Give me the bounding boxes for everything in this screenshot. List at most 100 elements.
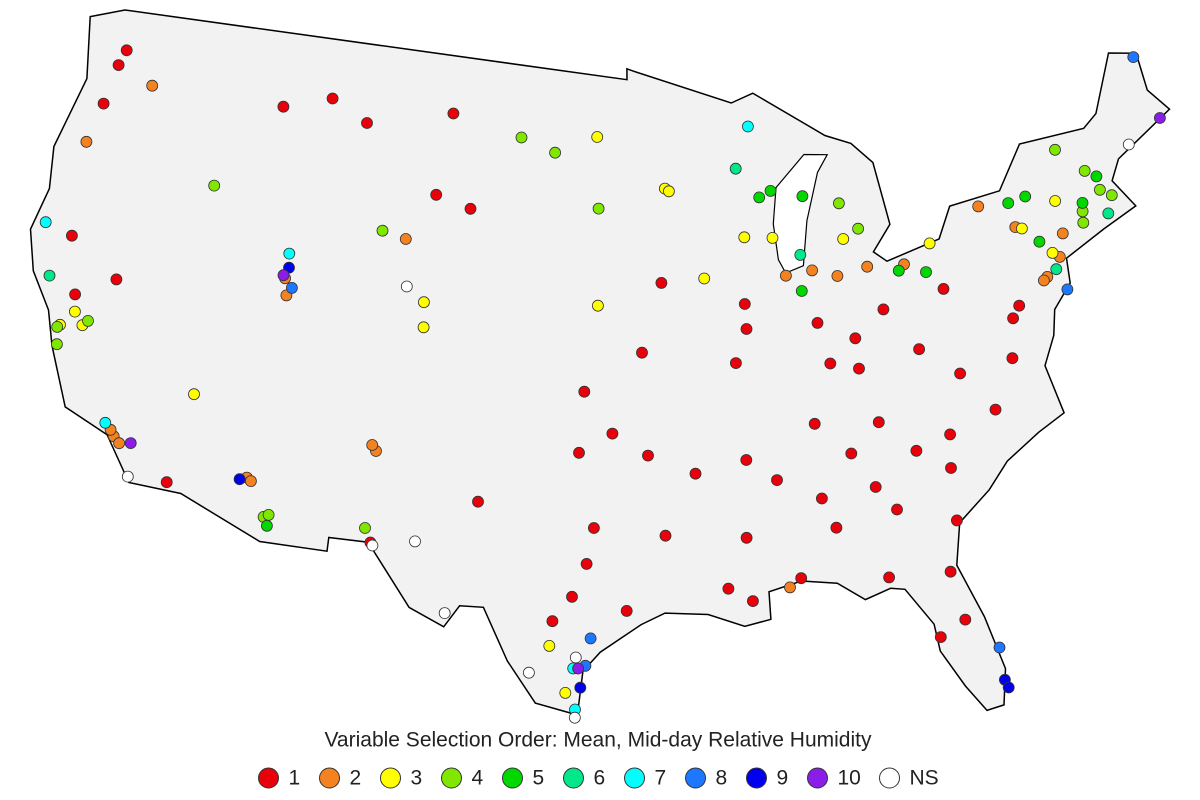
station — [1056, 227, 1069, 240]
legend-swatch — [380, 767, 401, 789]
station — [1002, 681, 1015, 694]
station — [923, 237, 936, 250]
station — [937, 282, 950, 295]
station — [944, 565, 957, 578]
station — [1002, 197, 1015, 210]
station — [438, 607, 451, 619]
station — [951, 514, 963, 527]
station — [549, 146, 561, 159]
station — [1019, 190, 1032, 203]
station — [417, 321, 430, 334]
station — [366, 539, 379, 552]
station — [51, 338, 63, 351]
legend-swatch — [258, 767, 279, 789]
legend-label: 1 — [289, 767, 301, 790]
legend-swatch — [563, 767, 584, 789]
station — [39, 216, 52, 229]
station — [989, 403, 1002, 416]
station — [1013, 299, 1026, 312]
station — [1102, 207, 1115, 220]
us-outline — [29, 9, 1171, 716]
station — [845, 447, 858, 460]
station — [430, 188, 443, 201]
station — [620, 605, 633, 617]
station — [146, 79, 159, 92]
station — [730, 357, 742, 370]
station — [945, 462, 957, 474]
station — [580, 558, 593, 570]
station — [591, 131, 604, 143]
station — [861, 260, 874, 273]
station — [806, 264, 818, 277]
legend-label: 6 — [594, 767, 606, 790]
station — [944, 428, 956, 441]
legend-swatch — [502, 767, 523, 789]
station — [1105, 189, 1118, 202]
station — [409, 535, 421, 548]
station — [574, 681, 587, 694]
station — [689, 467, 702, 480]
station — [780, 269, 792, 282]
station — [566, 590, 578, 603]
legend-label: 2 — [350, 767, 362, 790]
legend-swatch — [807, 767, 828, 789]
station — [120, 44, 133, 57]
station — [447, 107, 460, 120]
station — [188, 388, 200, 401]
station — [606, 427, 619, 440]
legend-swatch — [624, 767, 645, 789]
station — [794, 248, 807, 261]
station — [399, 233, 412, 245]
station — [400, 280, 413, 293]
station — [376, 224, 389, 237]
station — [568, 711, 581, 724]
station — [277, 269, 290, 282]
station — [1006, 352, 1019, 365]
station — [663, 185, 675, 198]
legend: 1 2 3 4 5 6 7 8 9 10 NS — [258, 767, 939, 790]
station — [795, 572, 808, 585]
station — [1049, 143, 1061, 156]
station — [892, 264, 905, 277]
station — [112, 59, 125, 71]
station — [959, 613, 972, 626]
legend-swatch — [685, 767, 706, 789]
station — [771, 474, 783, 487]
station — [1033, 235, 1046, 248]
legend-swatch — [879, 767, 900, 789]
station — [747, 595, 759, 607]
legend-label: 10 — [838, 767, 861, 790]
legend-label: 7 — [655, 767, 667, 790]
station — [472, 495, 484, 508]
station — [753, 191, 766, 204]
station — [283, 247, 296, 260]
legend-label: NS — [910, 767, 939, 790]
station — [824, 357, 837, 370]
station — [891, 503, 903, 516]
legend-title: Variable Selection Order: Mean, Mid-day … — [324, 729, 872, 752]
station — [913, 343, 925, 356]
station — [82, 314, 94, 327]
station — [764, 184, 777, 197]
station — [97, 97, 110, 110]
station — [277, 100, 290, 113]
stations — [39, 44, 1166, 724]
station — [740, 323, 753, 335]
station — [849, 332, 862, 345]
station — [1038, 274, 1050, 287]
station — [464, 202, 477, 215]
lake-michigan — [772, 153, 829, 274]
station — [326, 92, 339, 105]
station — [698, 272, 711, 285]
station — [592, 299, 604, 312]
station — [1094, 183, 1106, 196]
station — [1046, 246, 1059, 259]
station — [920, 266, 932, 279]
station — [99, 416, 112, 429]
station — [592, 202, 605, 215]
station — [934, 631, 947, 643]
station — [543, 640, 556, 652]
station — [417, 296, 430, 309]
station — [121, 470, 134, 483]
